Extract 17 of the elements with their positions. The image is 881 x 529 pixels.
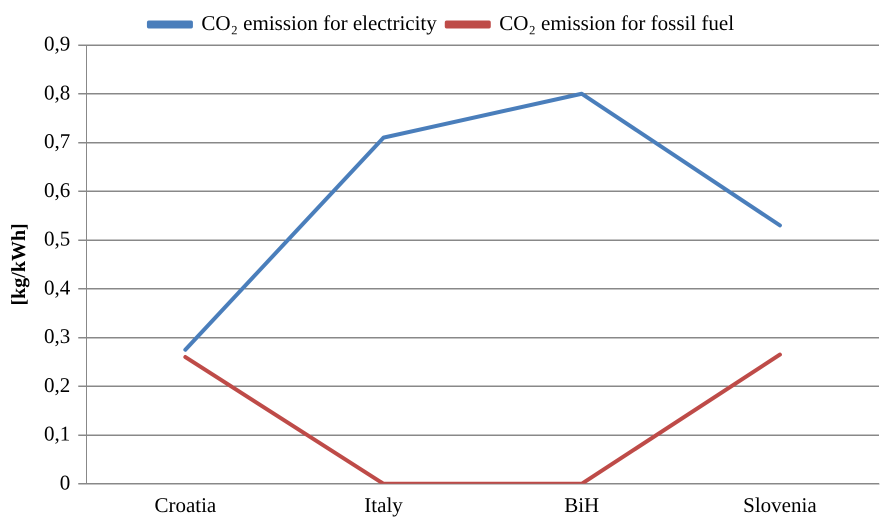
y-tick-label: 0,6 (44, 178, 70, 202)
x-tick-label: Croatia (154, 492, 217, 517)
y-tick-label: 0,3 (44, 324, 70, 348)
y-tick-label: 0 (60, 470, 70, 494)
legend-label: CO₂ emission for fossil fuel (499, 11, 734, 36)
y-axis-title: [kg/kWh] (8, 223, 30, 306)
legend-label: CO₂ emission for electricity (201, 11, 438, 36)
y-tick-label: 0,1 (44, 422, 70, 446)
y-tick-label: 0,9 (44, 32, 70, 56)
x-tick-label: Slovenia (743, 492, 818, 517)
y-tick-label: 0,4 (44, 275, 71, 300)
y-tick-label: 0,2 (44, 372, 70, 397)
x-tick-label: Italy (364, 492, 404, 517)
y-tick-label: 0,5 (44, 226, 70, 251)
y-tick-label: 0,8 (44, 80, 70, 104)
x-tick-label: BiH (564, 492, 600, 517)
y-tick-label: 0,7 (44, 129, 70, 154)
